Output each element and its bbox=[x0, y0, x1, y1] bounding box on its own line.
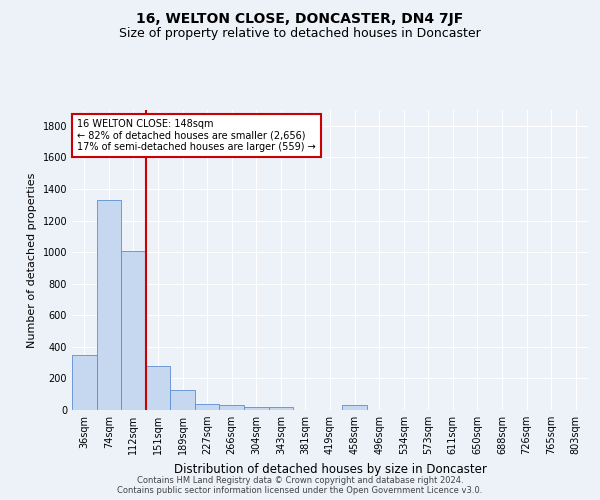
Text: 16 WELTON CLOSE: 148sqm
← 82% of detached houses are smaller (2,656)
17% of semi: 16 WELTON CLOSE: 148sqm ← 82% of detache… bbox=[77, 119, 316, 152]
Bar bbox=[170, 390, 195, 410]
Bar bbox=[146, 366, 170, 410]
Bar bbox=[97, 200, 121, 410]
Text: Contains HM Land Registry data © Crown copyright and database right 2024.
Contai: Contains HM Land Registry data © Crown c… bbox=[118, 476, 482, 495]
Bar bbox=[72, 354, 97, 410]
Text: Size of property relative to detached houses in Doncaster: Size of property relative to detached ho… bbox=[119, 28, 481, 40]
Text: 16, WELTON CLOSE, DONCASTER, DN4 7JF: 16, WELTON CLOSE, DONCASTER, DN4 7JF bbox=[136, 12, 464, 26]
Y-axis label: Number of detached properties: Number of detached properties bbox=[27, 172, 37, 348]
Bar bbox=[342, 406, 367, 410]
X-axis label: Distribution of detached houses by size in Doncaster: Distribution of detached houses by size … bbox=[173, 462, 487, 475]
Bar bbox=[269, 408, 293, 410]
Bar bbox=[244, 406, 269, 410]
Bar bbox=[220, 406, 244, 410]
Bar bbox=[195, 404, 220, 410]
Bar bbox=[121, 252, 146, 410]
